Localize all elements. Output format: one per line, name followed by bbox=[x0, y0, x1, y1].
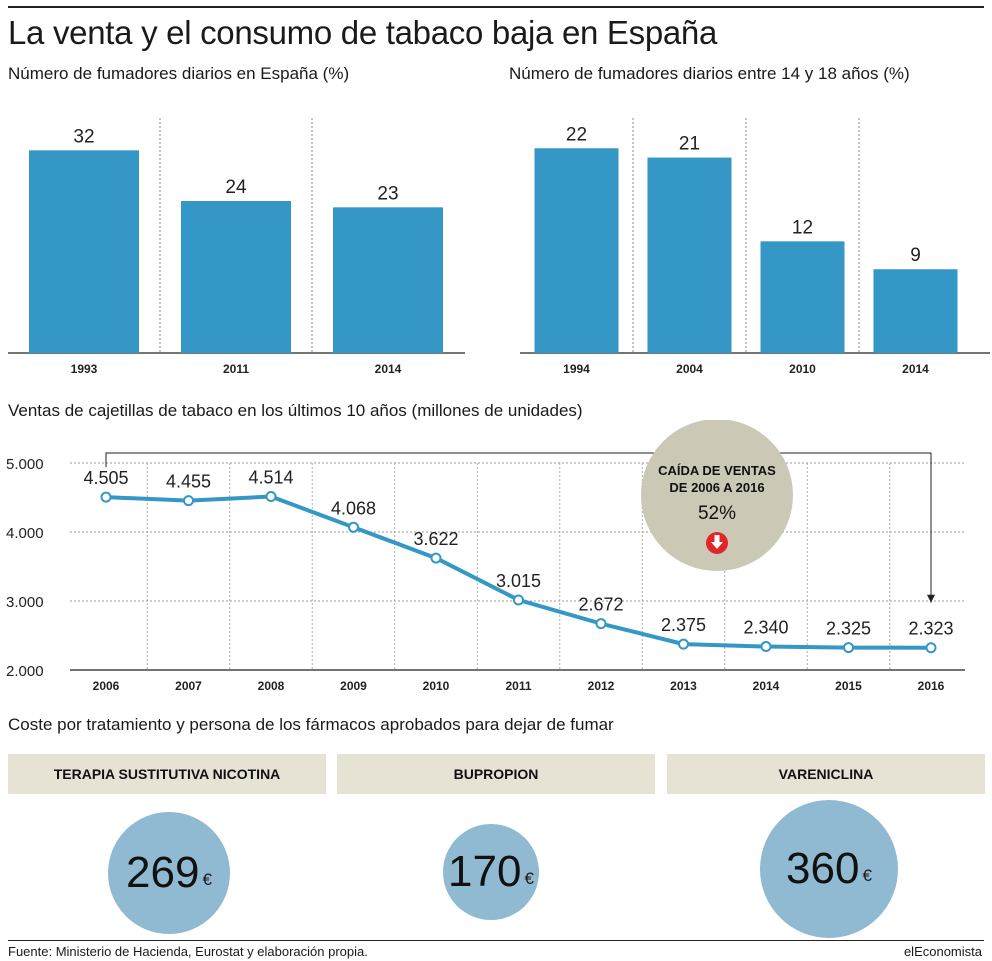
footer-source: Fuente: Ministerio de Hacienda, Eurostat… bbox=[8, 944, 368, 959]
chart3-data-label: 4.514 bbox=[248, 468, 293, 488]
chart2-value-label: 22 bbox=[566, 124, 587, 145]
chart3-y-tick-label: 3.000 bbox=[6, 594, 44, 611]
chart3-x-tick-label: 2010 bbox=[423, 679, 450, 693]
chart2-bar-chart: 22 1994 21 2004 12 2010 9 2014 bbox=[520, 118, 990, 376]
cost-circle-bupropion: 170 € bbox=[443, 824, 539, 920]
chart3-annotation-circle bbox=[641, 420, 793, 571]
chart3-point bbox=[430, 552, 442, 564]
chart2-tick-label: 1994 bbox=[563, 362, 590, 376]
chart3-point bbox=[100, 491, 112, 503]
chart2-value-label: 21 bbox=[679, 134, 700, 155]
chart3-x-tick-label: 2016 bbox=[918, 679, 945, 693]
chart3-x-tick-label: 2014 bbox=[753, 679, 780, 693]
chart3-data-label: 2.672 bbox=[578, 595, 623, 615]
chart3-x-tick-label: 2015 bbox=[835, 679, 862, 693]
chart3-point bbox=[595, 618, 607, 630]
chart1-bar-chart: 32 1993 24 2011 23 2014 bbox=[8, 118, 465, 376]
cost-unit-nicotina: € bbox=[202, 870, 212, 889]
chart1-tick-label: 2014 bbox=[375, 362, 402, 376]
chart3-y-tick-label: 2.000 bbox=[6, 663, 44, 680]
chart3-data-label: 4.068 bbox=[331, 498, 376, 518]
chart3-data-label: 3.015 bbox=[496, 571, 541, 591]
chart3-x-tick-label: 2013 bbox=[670, 679, 697, 693]
cost-unit-vareniclina: € bbox=[862, 866, 872, 885]
chart2-tick-label: 2004 bbox=[676, 362, 703, 376]
chart3-x-tick-label: 2011 bbox=[505, 679, 531, 693]
chart1-tick-label: 2011 bbox=[223, 362, 249, 376]
chart3-point bbox=[843, 642, 854, 654]
chart2-bar bbox=[647, 157, 732, 353]
chart3-x-tick-label: 2006 bbox=[93, 679, 120, 693]
cost-circle-vareniclina: 360 € bbox=[760, 800, 898, 938]
chart1-value-label: 32 bbox=[73, 126, 94, 147]
chart1-value-label: 23 bbox=[377, 183, 398, 204]
chart2-tick-label: 2010 bbox=[789, 362, 816, 376]
chart2-bar bbox=[873, 269, 958, 353]
top-rule bbox=[8, 6, 984, 8]
chart3-data-label: 4.455 bbox=[166, 472, 211, 492]
chart3-annotation-line2: DE 2006 A 2016 bbox=[669, 480, 764, 495]
chart3-point bbox=[925, 642, 937, 654]
cost-value-vareniclina: 360 bbox=[786, 844, 860, 893]
chart3-line-chart: 2.000 3.000 4.000 5.000 CAÍDA DE VENTAS DE 20… bbox=[6, 420, 965, 693]
chart3-x-tick-label: 2009 bbox=[340, 679, 367, 693]
chart3-point bbox=[678, 638, 689, 650]
cost-header-vareniclina: VARENICLINA bbox=[667, 754, 985, 794]
chart2-bar bbox=[534, 148, 619, 353]
chart3-x-tick-label: 2007 bbox=[175, 679, 202, 693]
chart1-bar bbox=[29, 150, 139, 353]
chart3-data-label: 3.622 bbox=[413, 529, 458, 549]
chart3-bracket bbox=[105, 452, 932, 603]
chart1-bar bbox=[181, 201, 291, 353]
chart3-annotation-line1: CAÍDA DE VENTAS bbox=[658, 463, 776, 478]
chart2-value-label: 12 bbox=[792, 217, 813, 238]
chart2-value-label: 9 bbox=[910, 245, 921, 266]
chart3-data-label: 2.375 bbox=[661, 615, 706, 635]
chart3-annotation-value: 52% bbox=[698, 503, 736, 524]
footer-rule bbox=[8, 940, 984, 941]
footer-brand: elEconomista bbox=[903, 944, 982, 959]
cost-circle-nicotina: 269 € bbox=[108, 812, 230, 934]
chart3-x-tick-label: 2008 bbox=[258, 679, 285, 693]
cost-header-bupropion: BUPROPION bbox=[337, 754, 655, 794]
chart2-tick-label: 2014 bbox=[902, 362, 929, 376]
chart3-data-label: 2.340 bbox=[743, 618, 788, 638]
chart1-bar bbox=[333, 207, 443, 353]
chart3-point bbox=[760, 641, 772, 653]
chart3-x-tick-label: 2012 bbox=[588, 679, 615, 693]
chart1-title: Número de fumadores diarios en España (%… bbox=[8, 64, 350, 83]
chart3-point bbox=[348, 521, 359, 533]
chart3-y-tick-label: 5.000 bbox=[6, 456, 44, 473]
cost-header-nicotina: TERAPIA SUSTITUTIVA NICOTINA bbox=[8, 754, 326, 794]
chart3-y-tick-label: 4.000 bbox=[6, 525, 44, 542]
chart2-title: Número de fumadores diarios entre 14 y 1… bbox=[509, 64, 910, 83]
chart3-data-label: 4.505 bbox=[83, 468, 128, 488]
chart1-value-label: 24 bbox=[225, 177, 247, 198]
chart1-tick-label: 1993 bbox=[71, 362, 98, 376]
page-title: La venta y el consumo de tabaco baja en … bbox=[8, 14, 718, 51]
chart3-data-label: 2.323 bbox=[908, 619, 953, 639]
chart3-point bbox=[183, 495, 194, 507]
cost-value-nicotina: 269 bbox=[126, 848, 200, 897]
costs-title: Coste por tratamiento y persona de los f… bbox=[8, 715, 614, 734]
down-arrow-icon-glyph bbox=[711, 535, 723, 549]
chart3-point bbox=[265, 491, 277, 503]
cost-unit-bupropion: € bbox=[524, 869, 534, 888]
cost-value-bupropion: 170 bbox=[448, 847, 522, 896]
chart3-data-label: 2.325 bbox=[826, 619, 871, 639]
chart2-bar bbox=[760, 241, 845, 353]
chart3-arrowhead bbox=[927, 594, 935, 603]
chart3-point bbox=[513, 594, 524, 606]
chart3-title: Ventas de cajetillas de tabaco en los úl… bbox=[8, 401, 583, 420]
